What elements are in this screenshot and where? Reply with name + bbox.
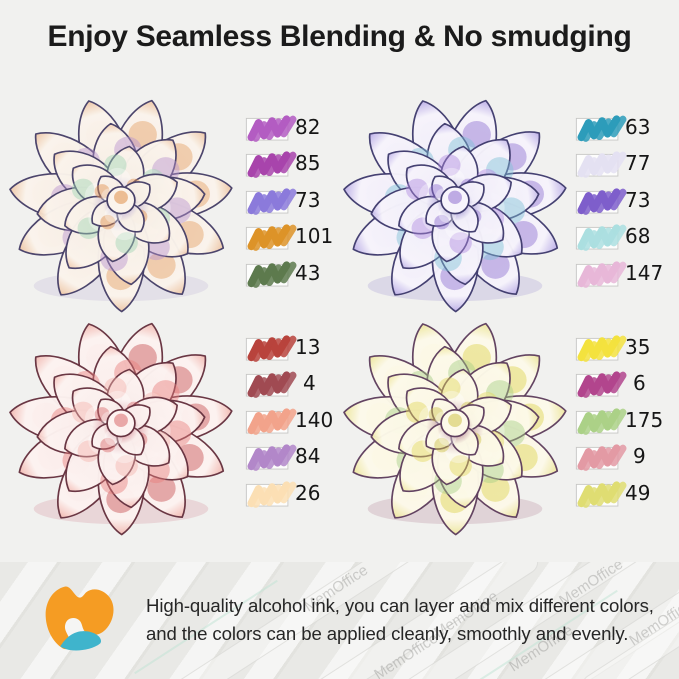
marker-swatch-row: 82	[245, 111, 357, 145]
marker-scribble-icon	[245, 408, 297, 435]
succulent-illustration-top-left	[9, 99, 233, 313]
marker-swatch-row: 84	[245, 440, 357, 474]
logo-teal-wave	[60, 631, 102, 651]
marker-swatch-row: 101	[245, 220, 357, 254]
footer-band: MemOffice MemOffice MemOffice MemOffice …	[0, 562, 679, 679]
marker-number: 35	[625, 335, 651, 359]
marker-scribble-icon	[575, 444, 627, 472]
marker-swatch-row: 175	[575, 404, 679, 438]
marker-scribble-icon	[575, 371, 627, 399]
footer-text-line1: High-quality alcohol ink, you can layer …	[146, 595, 654, 616]
marker-scribble-icon	[245, 151, 297, 179]
marker-number: 49	[625, 480, 651, 505]
marker-swatch-row: 68	[575, 220, 679, 254]
marker-swatch-row: 147	[575, 257, 679, 291]
marker-number: 68	[625, 224, 651, 249]
marker-number: 85	[295, 151, 321, 176]
marker-swatch-row: 85	[245, 147, 357, 181]
marker-number: 26	[295, 480, 321, 505]
headline: Enjoy Seamless Blending & No smudging	[47, 20, 632, 53]
marker-scribble-icon	[245, 115, 297, 142]
swatch-list-bottom-left: 13 4 140 84 26	[245, 331, 357, 521]
marker-swatch-row: 26	[245, 477, 357, 511]
marker-scribble-icon	[245, 224, 297, 252]
marker-number: 13	[295, 335, 321, 359]
marker-scribble-icon	[245, 188, 297, 215]
marker-number: 73	[625, 187, 651, 212]
marker-number: 84	[295, 444, 321, 469]
marker-swatch-row: 73	[245, 184, 357, 218]
marker-swatch-row: 35	[575, 331, 679, 365]
marker-scribble-icon	[575, 261, 627, 288]
marker-number: 77	[625, 151, 651, 176]
marker-scribble-icon	[575, 481, 627, 508]
marker-scribble-icon	[575, 335, 627, 362]
swatch-list-bottom-right: 35 6 175 9 49	[575, 331, 679, 521]
marker-number: 147	[625, 260, 664, 285]
footer-text-line2: and the colors can be applied cleanly, s…	[146, 623, 629, 644]
marker-number: 73	[295, 187, 321, 212]
marker-scribble-icon	[245, 444, 297, 472]
marker-scribble-icon	[245, 481, 297, 508]
marker-number: 175	[625, 407, 664, 432]
marker-number: 6	[633, 371, 646, 396]
succulent-illustration-bottom-right	[343, 322, 567, 536]
succulent-illustration-bottom-left	[9, 322, 233, 536]
marker-swatch-row: 13	[245, 331, 357, 365]
marker-scribble-icon	[245, 371, 297, 399]
marker-scribble-icon	[575, 115, 627, 142]
marker-number: 4	[303, 371, 316, 396]
logo-orange-shape	[45, 586, 114, 650]
succulent-illustration-top-right	[343, 99, 567, 313]
marker-scribble-icon	[245, 261, 297, 288]
marker-number: 63	[625, 115, 651, 139]
marker-swatch-row: 140	[245, 404, 357, 438]
memoffice-logo-icon	[45, 586, 114, 651]
marker-swatch-row: 9	[575, 440, 679, 474]
marker-scribble-icon	[575, 188, 627, 215]
marker-scribble-icon	[575, 408, 627, 435]
marker-swatch-row: 6	[575, 367, 679, 401]
footer-text: High-quality alcohol ink, you can layer …	[146, 592, 671, 648]
marker-swatch-row: 49	[575, 477, 679, 511]
swatch-list-top-right: 63 77 73 68 147	[575, 111, 679, 301]
marker-scribble-icon	[245, 335, 297, 362]
marker-swatch-row: 43	[245, 257, 357, 291]
marker-swatch-row: 73	[575, 184, 679, 218]
swatch-list-top-left: 82 85 73 101 43	[245, 111, 357, 301]
marker-number: 43	[295, 260, 321, 285]
marker-scribble-icon	[575, 224, 627, 252]
marker-swatch-row: 4	[245, 367, 357, 401]
marker-number: 101	[295, 224, 334, 249]
marker-scribble-icon	[575, 151, 627, 179]
marker-swatch-row: 63	[575, 111, 679, 145]
marker-swatch-row: 77	[575, 147, 679, 181]
marker-number: 82	[295, 115, 321, 139]
marker-number: 140	[295, 407, 334, 432]
marker-number: 9	[633, 444, 646, 469]
